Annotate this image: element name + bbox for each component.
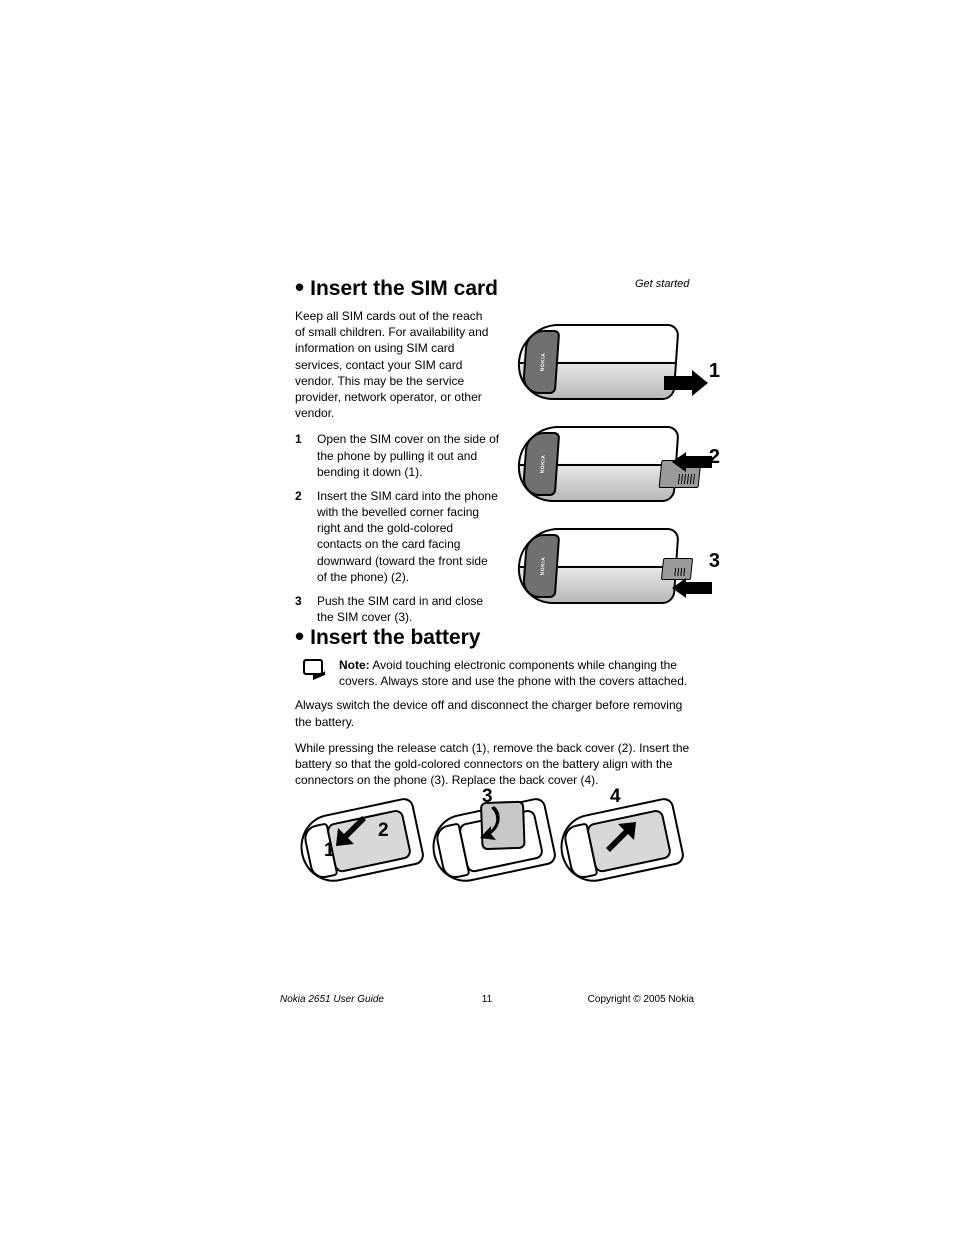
fig-label-3: 3	[482, 786, 493, 808]
arrow-icon	[664, 368, 710, 398]
arrow-icon	[476, 806, 506, 846]
bullet-icon: •	[295, 274, 304, 300]
brand-label: NOKIA	[540, 455, 547, 474]
fig-label-2: 2	[378, 820, 389, 842]
note-body: Avoid touching electronic components whi…	[339, 658, 687, 688]
battery-para-1: Always switch the device off and disconn…	[295, 697, 695, 729]
phone-illustration: NOKIA	[515, 324, 679, 400]
arrow-icon	[672, 452, 712, 472]
step-text: Push the SIM card in and close the SIM c…	[317, 593, 501, 625]
footer-right: Copyright © 2005 Nokia	[588, 994, 694, 1005]
sim-step-1: 1 Open the SIM cover on the side of the …	[295, 431, 501, 480]
arrow-icon	[672, 578, 712, 598]
battery-heading: • Insert the battery	[295, 625, 695, 651]
note-icon	[303, 659, 329, 681]
battery-fig-c: 4	[560, 808, 680, 886]
sim-steps: 1 Open the SIM cover on the side of the …	[295, 431, 501, 625]
step-number: 1	[295, 431, 317, 480]
sim-intro: Keep all SIM cards out of the reach of s…	[295, 308, 495, 421]
sim-figure: NOKIA 1 NOKIA 2 NO	[518, 324, 698, 630]
fig-label-3: 3	[709, 550, 720, 573]
battery-heading-text: Insert the battery	[310, 626, 480, 650]
sim-step-2: 2 Insert the SIM card into the phone wit…	[295, 488, 501, 585]
fig-label-1: 1	[709, 360, 720, 383]
fig-label-4: 4	[610, 786, 621, 808]
note-label: Note:	[339, 658, 370, 672]
sim-heading: • Insert the SIM card	[295, 276, 695, 302]
arrow-icon	[334, 814, 368, 848]
battery-fig-b: 3	[432, 808, 552, 886]
section-battery: • Insert the battery Note: Avoid touchin…	[295, 625, 695, 798]
battery-para-2: While pressing the release catch (1), re…	[295, 740, 695, 789]
sim-card-illustration	[661, 558, 693, 580]
battery-fig-a: 1 2	[300, 808, 420, 886]
note-row: Note: Avoid touching electronic componen…	[303, 657, 695, 689]
page-footer: Nokia 2651 User Guide 11 Copyright © 200…	[280, 994, 694, 1005]
step-number: 2	[295, 488, 317, 585]
manual-page: Get started • Insert the SIM card Keep a…	[0, 0, 954, 1235]
sim-fig-row-1: NOKIA 1	[518, 324, 698, 420]
step-text: Open the SIM cover on the side of the ph…	[317, 431, 501, 480]
brand-label: NOKIA	[540, 353, 547, 372]
phone-illustration: NOKIA	[515, 528, 679, 604]
fig-label-2: 2	[709, 446, 720, 469]
arrow-icon	[604, 818, 638, 852]
brand-label: NOKIA	[540, 557, 547, 576]
bullet-icon: •	[295, 623, 304, 649]
sim-step-3: 3 Push the SIM card in and close the SIM…	[295, 593, 501, 625]
step-text: Insert the SIM card into the phone with …	[317, 488, 501, 585]
footer-page-number: 11	[482, 994, 492, 1005]
note-text: Note: Avoid touching electronic componen…	[339, 657, 695, 689]
footer-left: Nokia 2651 User Guide	[280, 994, 384, 1005]
phone-illustration: NOKIA	[515, 426, 679, 502]
sim-fig-row-3: NOKIA 3	[518, 528, 698, 624]
battery-figure: 1 2 3 4	[300, 788, 690, 918]
sim-heading-text: Insert the SIM card	[310, 277, 498, 301]
fig-label-1: 1	[324, 840, 335, 862]
sim-fig-row-2: NOKIA 2	[518, 426, 698, 522]
